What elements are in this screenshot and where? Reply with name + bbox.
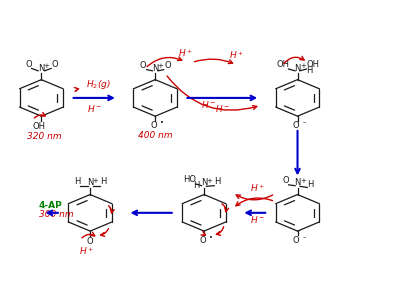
Text: H: H	[193, 181, 200, 190]
Text: O: O	[87, 237, 93, 246]
Text: HO: HO	[183, 175, 196, 184]
Text: N: N	[294, 64, 301, 73]
Text: +: +	[44, 63, 50, 69]
Text: H$^-$: H$^-$	[87, 103, 102, 114]
Text: O: O	[199, 236, 206, 245]
Text: H: H	[214, 177, 220, 186]
Text: 300 nm: 300 nm	[38, 210, 73, 219]
Text: +: +	[157, 63, 164, 69]
Text: +: +	[206, 178, 212, 184]
Text: H$_2$(g): H$_2$(g)	[86, 78, 111, 91]
Text: N: N	[87, 178, 93, 187]
Text: H$^+$: H$^+$	[79, 245, 93, 257]
Text: H$^+$: H$^+$	[178, 47, 193, 59]
Text: OH: OH	[306, 60, 319, 69]
Text: O: O	[164, 61, 171, 70]
Text: H: H	[306, 66, 312, 75]
Text: •: •	[209, 235, 213, 241]
Text: +: +	[93, 178, 98, 184]
Text: H: H	[74, 177, 80, 186]
Text: –: –	[302, 120, 306, 126]
Text: N: N	[294, 178, 301, 187]
Text: –: –	[302, 235, 306, 241]
Text: H: H	[100, 177, 106, 186]
Text: O: O	[25, 60, 32, 69]
Text: +: +	[300, 178, 306, 184]
Text: H$^-$: H$^-$	[215, 103, 230, 114]
Text: O: O	[293, 121, 299, 130]
Text: O: O	[150, 121, 157, 130]
Text: O: O	[140, 61, 146, 70]
Text: 4-AP: 4-AP	[38, 201, 62, 210]
Text: N: N	[201, 178, 207, 187]
Text: O: O	[282, 176, 288, 185]
Text: +: +	[300, 63, 306, 69]
Text: O: O	[51, 60, 58, 69]
Text: H$^+$: H$^+$	[250, 182, 264, 194]
Text: OH: OH	[33, 122, 46, 131]
Text: H$^-$: H$^-$	[250, 214, 264, 225]
Text: OH: OH	[277, 60, 290, 69]
Text: H: H	[307, 180, 314, 189]
Text: N: N	[38, 64, 44, 73]
Text: 400 nm: 400 nm	[138, 131, 173, 140]
Text: 320 nm: 320 nm	[27, 131, 62, 141]
Text: H$^+$: H$^+$	[229, 49, 244, 60]
Text: O: O	[293, 236, 299, 245]
Text: H$^-$: H$^-$	[201, 99, 215, 110]
Text: •: •	[160, 120, 164, 126]
Text: N: N	[152, 64, 158, 73]
